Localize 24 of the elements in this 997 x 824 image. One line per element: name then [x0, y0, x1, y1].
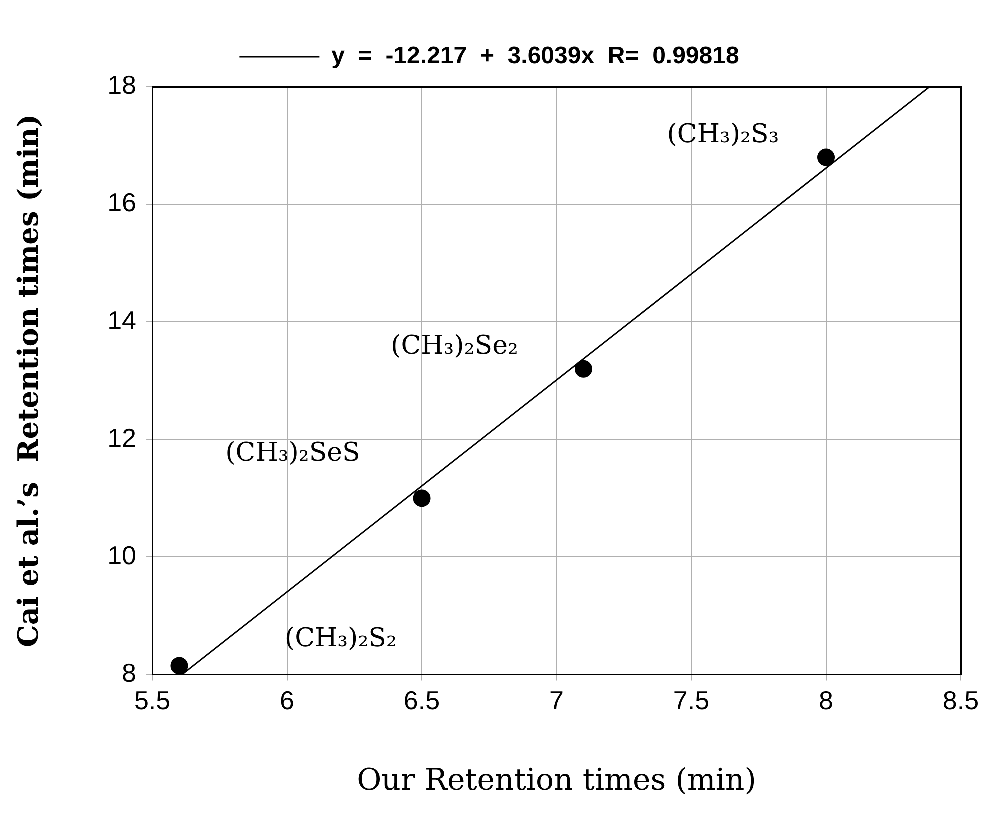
x-axis-title: Our Retention times (min): [357, 762, 756, 798]
y-tick-label: 8: [122, 658, 137, 688]
y-tick-label: 10: [108, 540, 137, 570]
x-tick-label: 7: [550, 686, 564, 716]
y-tick-label: 16: [108, 188, 137, 218]
y-tick-label: 18: [108, 70, 137, 100]
x-tick-label: 6.5: [404, 686, 440, 716]
annotation: (CH₃)₂S₂: [284, 623, 397, 654]
annotation: (CH₃)₂SeS: [226, 438, 360, 468]
y-tick-label: 12: [108, 422, 137, 453]
y-tick-label: 14: [108, 305, 137, 336]
point: [413, 490, 431, 508]
point: [818, 148, 836, 166]
y-axis-title: Cai et al.’s Retention times (min): [12, 114, 46, 648]
annotation: (CH₃)₂S₃: [667, 119, 780, 150]
x-tick-label: 8.5: [942, 686, 980, 716]
x-tick-label: 5.5: [134, 686, 171, 716]
point: [170, 657, 188, 675]
legend-label: y = -12.217 + 3.6039x R= 0.99818: [332, 42, 740, 70]
annotation: (CH₃)₂Se₂: [391, 330, 518, 361]
x-tick-label: 6: [280, 686, 294, 716]
x-tick-label: 7.5: [673, 686, 710, 716]
point: [574, 360, 592, 378]
x-tick-label: 8: [819, 686, 834, 716]
